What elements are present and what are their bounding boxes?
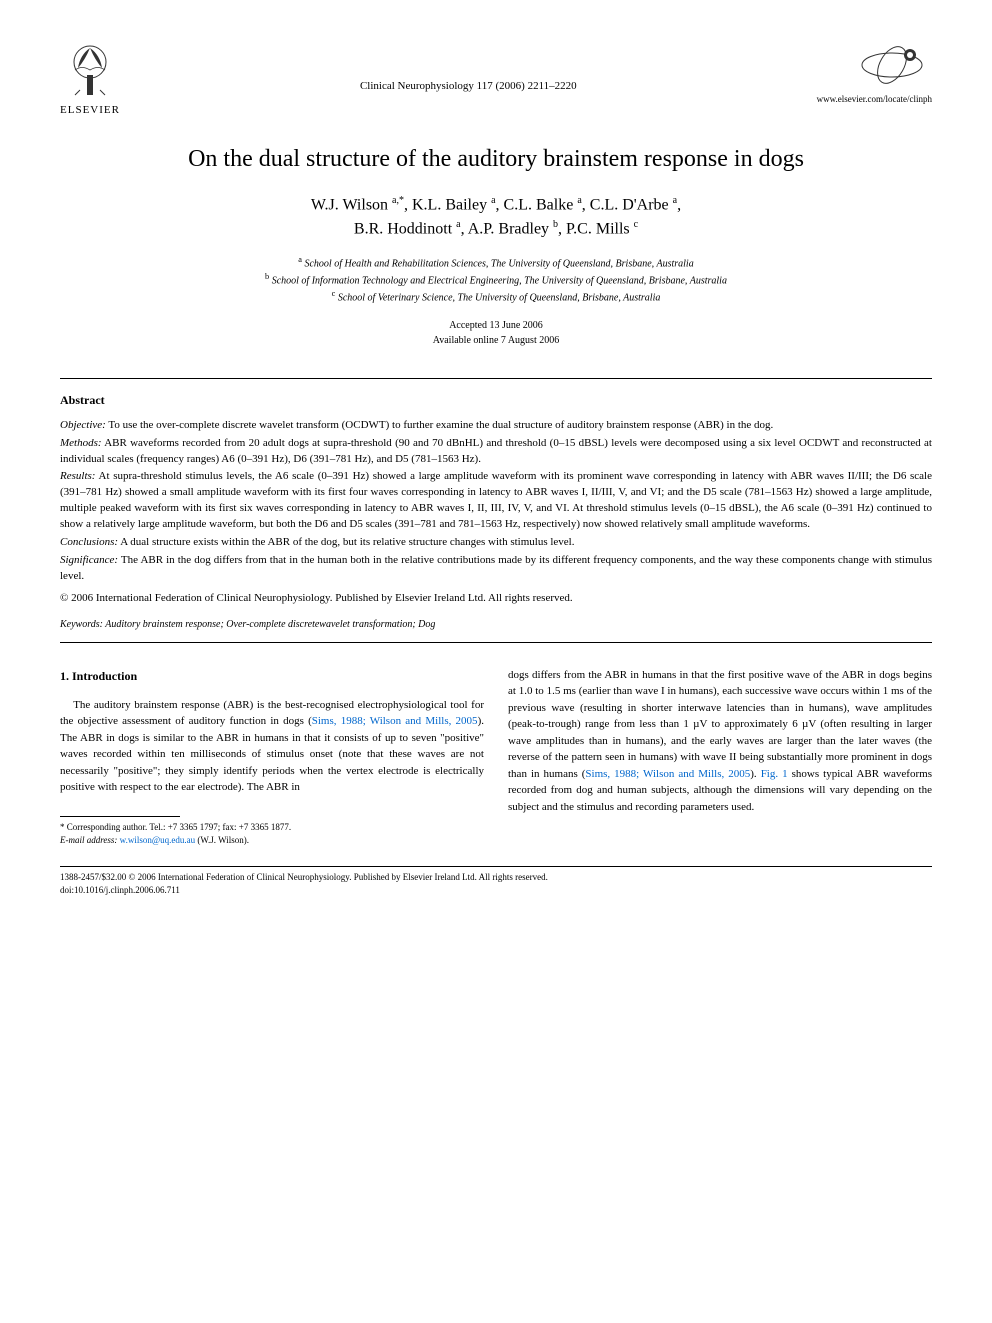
intro-paragraph: The auditory brainstem response (ABR) is… [60, 697, 484, 796]
abstract-objective: Objective: To use the over-complete disc… [60, 418, 932, 434]
footer-copyright: 1388-2457/$32.00 © 2006 International Fe… [60, 871, 932, 884]
intro-text: dogs differs from the ABR in humans in t… [508, 669, 932, 780]
email-tail: (W.J. Wilson). [195, 835, 249, 845]
significance-text: The ABR in the dog differs from that in … [60, 554, 932, 582]
email-link[interactable]: w.wilson@uq.edu.au [117, 835, 195, 845]
conclusions-text: A dual structure exists within the ABR o… [118, 536, 574, 548]
email-label: E-mail address: [60, 835, 117, 845]
citation-link[interactable]: Sims, 1988; Wilson and Mills, 2005 [312, 715, 478, 727]
abstract-significance: Significance: The ABR in the dog differs… [60, 553, 932, 585]
abstract-results: Results: At supra-threshold stimulus lev… [60, 469, 932, 533]
author-name: , K.L. Bailey [404, 196, 491, 213]
body-columns: 1. Introduction The auditory brainstem r… [60, 667, 932, 846]
footer-divider [60, 866, 932, 867]
methods-label: Methods: [60, 437, 102, 449]
significance-label: Significance: [60, 554, 118, 566]
authors-list: W.J. Wilson a,*, K.L. Bailey a, C.L. Bal… [60, 193, 932, 242]
online-date: Available online 7 August 2006 [60, 333, 932, 348]
objective-label: Objective: [60, 419, 106, 431]
journal-reference: Clinical Neurophysiology 117 (2006) 2211… [120, 40, 817, 92]
abstract-conclusions: Conclusions: A dual structure exists wit… [60, 535, 932, 551]
affiliation-line: a School of Health and Rehabilitation Sc… [60, 254, 932, 271]
corresponding-author-footnote: * Corresponding author. Tel.: +7 3365 17… [60, 821, 484, 846]
email-line: E-mail address: w.wilson@uq.edu.au (W.J.… [60, 834, 484, 847]
abstract-heading: Abstract [60, 393, 932, 408]
divider [60, 378, 932, 379]
header-row: ELSEVIER Clinical Neurophysiology 117 (2… [60, 40, 932, 116]
methods-text: ABR waveforms recorded from 20 adult dog… [60, 437, 932, 465]
intro-paragraph-cont: dogs differs from the ABR in humans in t… [508, 667, 932, 816]
affiliation-line: b School of Information Technology and E… [60, 271, 932, 288]
results-text: At supra-threshold stimulus levels, the … [60, 470, 932, 530]
footer: 1388-2457/$32.00 © 2006 International Fe… [60, 871, 932, 896]
affiliations: a School of Health and Rehabilitation Sc… [60, 254, 932, 306]
neurophysiology-icon [852, 40, 932, 90]
footer-doi: doi:10.1016/j.clinph.2006.06.711 [60, 884, 932, 897]
citation-link[interactable]: Sims, 1988; Wilson and Mills, 2005 [585, 768, 750, 780]
results-label: Results: [60, 470, 95, 482]
abstract-body: Objective: To use the over-complete disc… [60, 418, 932, 607]
affiliation-line: c School of Veterinary Science, The Univ… [60, 288, 932, 305]
journal-logo: www.elsevier.com/locate/clinph [817, 40, 932, 104]
article-title: On the dual structure of the auditory br… [60, 146, 932, 173]
author-name: B.R. Hoddinott [354, 221, 456, 238]
affil-text: School of Veterinary Science, The Univer… [335, 293, 660, 304]
publisher-name: ELSEVIER [60, 104, 120, 116]
author-name: , C.L. D'Arbe [582, 196, 673, 213]
section-heading: 1. Introduction [60, 667, 484, 685]
left-column: 1. Introduction The auditory brainstem r… [60, 667, 484, 846]
author-sep: , [677, 196, 681, 213]
author-name: W.J. Wilson [311, 196, 392, 213]
footnote-divider [60, 816, 180, 817]
intro-text: ). [750, 768, 760, 780]
keywords: Keywords: Auditory brainstem response; O… [60, 619, 932, 630]
locate-url: www.elsevier.com/locate/clinph [817, 94, 932, 104]
abstract-copyright: © 2006 International Federation of Clini… [60, 591, 932, 607]
keywords-text: Auditory brainstem response; Over-comple… [103, 619, 435, 630]
publication-dates: Accepted 13 June 2006 Available online 7… [60, 318, 932, 348]
author-affil-sup: a,* [392, 195, 404, 206]
affil-text: School of Health and Rehabilitation Scie… [302, 258, 694, 269]
affil-text: School of Information Technology and Ele… [269, 275, 727, 286]
elsevier-logo: ELSEVIER [60, 40, 120, 116]
conclusions-label: Conclusions: [60, 536, 118, 548]
author-name: , P.C. Mills [558, 221, 634, 238]
elsevier-tree-icon [60, 40, 120, 100]
accepted-date: Accepted 13 June 2006 [60, 318, 932, 333]
author-name: , C.L. Balke [496, 196, 578, 213]
abstract-methods: Methods: ABR waveforms recorded from 20 … [60, 436, 932, 468]
figure-link[interactable]: Fig. 1 [761, 768, 788, 780]
corr-author-line: * Corresponding author. Tel.: +7 3365 17… [60, 821, 484, 834]
divider [60, 642, 932, 643]
author-name: , A.P. Bradley [461, 221, 553, 238]
author-affil-sup: c [634, 219, 638, 230]
objective-text: To use the over-complete discrete wavele… [106, 419, 773, 431]
right-column: dogs differs from the ABR in humans in t… [508, 667, 932, 846]
keywords-label: Keywords: [60, 619, 103, 630]
